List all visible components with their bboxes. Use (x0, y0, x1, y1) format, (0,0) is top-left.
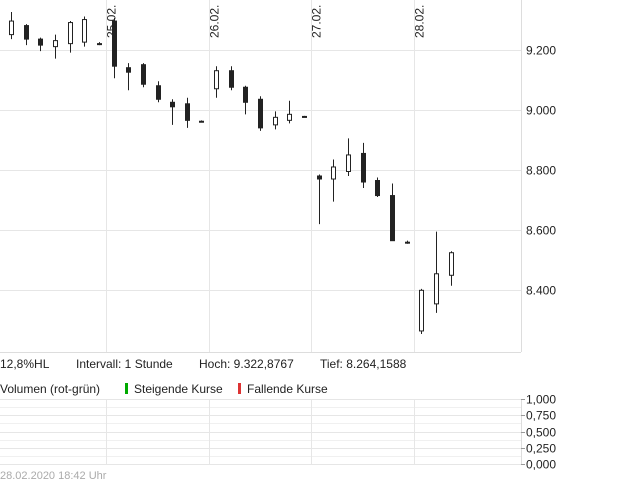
y-tick-label: 9.200 (526, 44, 556, 58)
candle (214, 66, 219, 98)
candle (361, 142, 366, 189)
volume-chart: 0,000 0,250 0,500 0,750 1,000 (0, 395, 556, 471)
candle (82, 16, 87, 47)
x-tick-label: 28.02. (413, 5, 427, 38)
volume-y-tick-label: 1,000 (526, 395, 556, 407)
candle (273, 111, 278, 130)
candle (112, 18, 117, 79)
volume-title: Volumen (rot-grün) (0, 382, 101, 396)
candle (170, 99, 175, 125)
candle (97, 42, 102, 46)
rising-swatch-icon (125, 383, 128, 394)
candle (449, 251, 454, 286)
legend-falling: Fallende Kurse (238, 381, 328, 397)
candle (24, 24, 29, 46)
candle (199, 120, 204, 123)
y-tick-label: 8.800 (526, 164, 556, 178)
candle (419, 288, 424, 334)
y-tick-label: 8.600 (526, 224, 556, 238)
price-chart: 8.400 8.600 8.800 9.000 9.200 25.02. 26.02. 27.… (0, 0, 556, 353)
candle (434, 231, 439, 313)
range-text: 12,8%HL (0, 357, 50, 371)
candle (302, 115, 307, 118)
candle (258, 96, 263, 131)
candle (185, 97, 190, 128)
y-tick-label: 8.400 (526, 284, 556, 298)
interval-text: Intervall: 1 Stunde (76, 357, 173, 371)
volume-y-tick-label: 0,000 (526, 458, 556, 471)
candle (375, 177, 380, 198)
volume-y-tick-label: 0,500 (526, 426, 556, 440)
candle (126, 63, 131, 91)
falling-swatch-icon (238, 383, 241, 394)
x-tick-label: 26.02. (208, 5, 222, 38)
high-text: Hoch: 9.322,8767 (199, 357, 294, 371)
volume-y-tick-label: 0,750 (526, 409, 556, 423)
timestamp: 28.02.2020 18:42 Uhr (0, 470, 107, 482)
legend-falling-label: Fallende Kurse (247, 382, 328, 396)
candle (68, 21, 73, 53)
legend-rising-label: Steigende Kurse (134, 382, 223, 396)
candle (243, 85, 248, 115)
candle (141, 63, 146, 88)
candle (287, 100, 292, 124)
candle (390, 183, 395, 242)
legend-rising: Steigende Kurse (125, 381, 223, 397)
candle (38, 37, 43, 52)
candle (331, 159, 336, 202)
x-tick-label: 25.02. (105, 5, 119, 38)
candle (229, 66, 234, 91)
x-tick-label: 27.02. (310, 5, 324, 38)
candle (53, 34, 58, 59)
low-text: Tief: 8.264,1588 (320, 357, 407, 371)
volume-y-tick-label: 0,250 (526, 442, 556, 456)
candle (405, 240, 410, 244)
y-tick-label: 9.000 (526, 104, 556, 118)
candle (156, 81, 161, 103)
candle (346, 138, 351, 176)
info-row: 12,8%HL Intervall: 1 Stunde Hoch: 9.322,… (0, 356, 620, 372)
candle (9, 12, 14, 40)
candle (317, 174, 322, 225)
volume-legend: Volumen (rot-grün) Steigende Kurse Falle… (0, 381, 620, 397)
